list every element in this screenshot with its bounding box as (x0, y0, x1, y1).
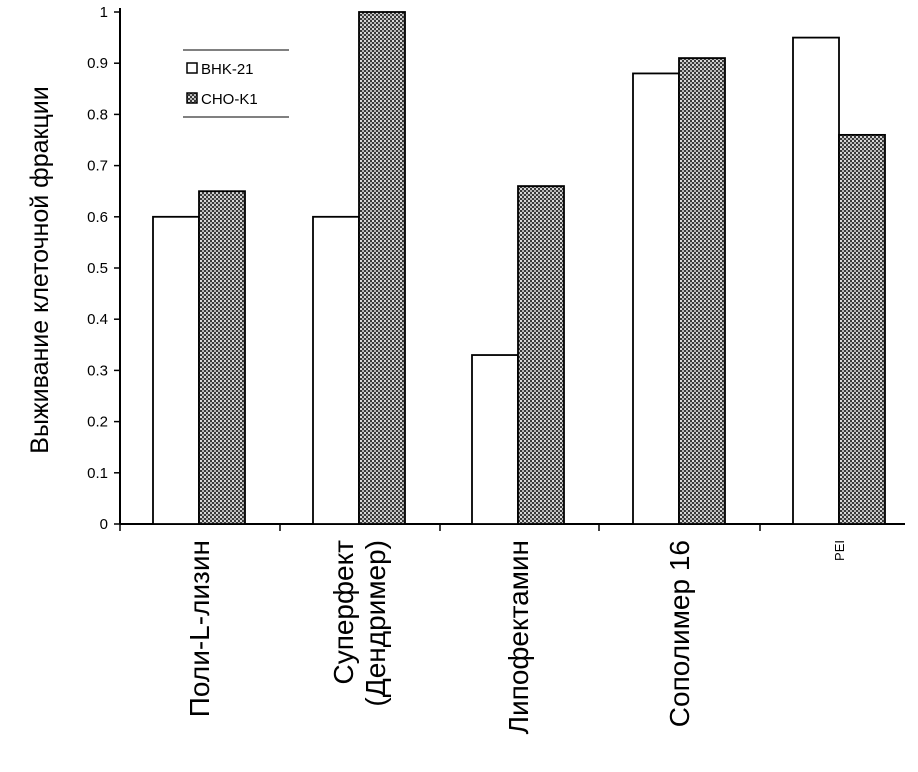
legend-label: CHO-K1 (201, 91, 258, 108)
y-axis-label: Выживание клеточной фракции (26, 86, 54, 453)
legend-swatch (187, 63, 197, 73)
x-category-label: Липофектамин (503, 540, 534, 734)
y-tick-label: 0.3 (87, 362, 108, 379)
x-category-label: Суперфект (328, 540, 359, 685)
y-tick-label: 0.4 (87, 311, 108, 328)
y-tick-label: 0.8 (87, 106, 108, 123)
x-category-label: (Дендример) (360, 540, 391, 707)
y-tick-label: 0.9 (87, 55, 108, 72)
y-tick-label: 0.7 (87, 158, 108, 175)
x-category-label: Поли-L-лизин (184, 540, 215, 717)
y-tick-label: 0 (100, 516, 108, 533)
legend-label: BHK-21 (201, 61, 254, 78)
x-category-label: Сополимер 16 (664, 540, 695, 727)
bar-bhk-21 (313, 217, 359, 524)
legend: BHK-21 CHO-K1 (183, 50, 289, 117)
y-tick-label: 0.2 (87, 414, 108, 431)
y-tick-label: 0.1 (87, 465, 108, 482)
bar-bhk-21 (793, 38, 839, 524)
bar-cho-k1 (679, 58, 725, 524)
bar-cho-k1 (839, 135, 885, 524)
bars (153, 12, 885, 524)
bar-bhk-21 (633, 73, 679, 524)
bar-bhk-21 (472, 355, 518, 524)
y-tick-label: 0.5 (87, 260, 108, 277)
legend-swatch (187, 93, 197, 103)
y-tick-label: 0.6 (87, 209, 108, 226)
bar-bhk-21 (153, 217, 199, 524)
x-category-label: PEI (832, 540, 847, 561)
y-tick-label: 1 (100, 4, 108, 21)
bar-cho-k1 (199, 191, 245, 524)
bar-cho-k1 (518, 186, 564, 524)
bar-cho-k1 (359, 12, 405, 524)
